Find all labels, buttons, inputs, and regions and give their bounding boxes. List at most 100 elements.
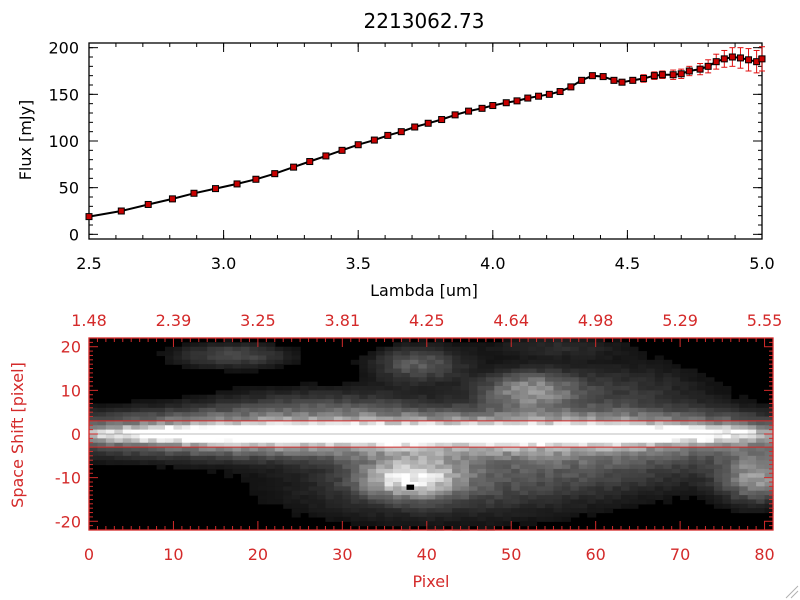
heatmap-cell — [165, 351, 175, 357]
heatmap-cell — [308, 468, 318, 474]
heatmap-cell — [528, 473, 538, 479]
chart-title: 2213062.73 — [364, 9, 485, 33]
heatmap-cell — [460, 495, 470, 501]
heatmap-cell — [283, 482, 293, 487]
heatmap-cell — [528, 420, 538, 426]
heatmap-cell — [578, 338, 588, 343]
heatmap-cell — [249, 355, 259, 361]
heatmap-cell — [756, 412, 766, 418]
heatmap-cell — [528, 521, 538, 527]
heatmap-cell — [190, 399, 200, 405]
heatmap-cell — [485, 455, 495, 461]
heatmap-cell — [435, 512, 445, 518]
heatmap-cell — [367, 355, 377, 361]
spectrum-data-point — [556, 88, 564, 96]
heatmap-cell — [561, 447, 571, 453]
heatmap-cell — [393, 508, 403, 514]
heatmap-cell — [452, 525, 462, 531]
heatmap-cell — [443, 434, 453, 439]
heatmap-cell — [291, 407, 301, 413]
heatmap-cell — [266, 416, 276, 422]
heatmap-cell — [519, 351, 529, 357]
heatmap-cell — [654, 490, 664, 496]
heatmap-cell — [494, 355, 504, 361]
heatmap-cell — [604, 403, 614, 409]
heatmap-cell — [443, 473, 453, 479]
heatmap-cell — [646, 438, 656, 444]
heatmap-cell — [477, 525, 487, 531]
heatmap-cell — [317, 460, 327, 466]
heatmap-cell — [680, 420, 690, 426]
heatmap-cell — [215, 425, 225, 431]
heatmap-cell — [595, 407, 605, 413]
heatmap-cell — [384, 429, 394, 435]
heatmap-cell — [756, 429, 766, 435]
heatmap-cell — [325, 407, 335, 413]
heatmap-cell — [519, 508, 529, 514]
spectrum-x-axis-label: Lambda [um] — [370, 281, 478, 300]
heatmap-cell — [747, 412, 757, 418]
heatmap-cell — [350, 420, 360, 426]
heatmap-cell — [452, 486, 462, 492]
heatmap-cell — [426, 468, 436, 474]
heatmap-cell — [764, 420, 774, 426]
heatmap-cell — [232, 355, 242, 361]
heatmap-cell — [249, 368, 259, 374]
heatmap-cell — [663, 482, 673, 487]
heatmap-cell — [713, 434, 723, 439]
heatmap-cell — [359, 403, 369, 409]
heatmap-cell — [578, 499, 588, 505]
heatmap-cell — [477, 429, 487, 435]
heatmap-cell — [739, 464, 749, 470]
heatmap-cell — [722, 499, 732, 505]
heatmap-cell — [139, 434, 149, 439]
heatmap-cell — [232, 342, 242, 348]
heatmap-cell — [401, 464, 411, 470]
heatmap-cell — [637, 460, 647, 466]
heatmap-cell — [637, 351, 647, 357]
heatmap-cell — [384, 464, 394, 470]
heatmap-cell — [612, 364, 622, 370]
heatmap-cell — [156, 399, 166, 405]
heatmap-cell — [317, 425, 327, 431]
heatmap-cell — [697, 381, 707, 387]
heatmap-cell — [747, 486, 757, 492]
spectrum-data-point — [271, 170, 279, 178]
heatmap-cell — [578, 390, 588, 396]
heatmap-cell — [232, 460, 242, 466]
heatmap-cell — [435, 434, 445, 439]
heatmap-tick-labels: 0 10 20 30 40 50 60 70 801.48 2.39 3.25 3.81 4.25 4.6… — [55, 311, 783, 564]
heatmap-cell — [621, 381, 631, 387]
heatmap-cell — [384, 516, 394, 522]
heatmap-cell — [705, 468, 715, 474]
heatmap-cell — [646, 486, 656, 492]
heatmap-cell — [469, 390, 479, 396]
heatmap-cell — [621, 499, 631, 505]
heatmap-cell — [612, 377, 622, 383]
heatmap-cell — [553, 468, 563, 474]
heatmap-cell — [249, 442, 259, 448]
heatmap-y-tick-label: 10 — [61, 381, 81, 400]
heatmap-cell — [663, 451, 673, 457]
heatmap-cell — [688, 368, 698, 374]
heatmap-cell — [680, 490, 690, 496]
heatmap-cell — [114, 434, 124, 439]
heatmap-cell — [452, 451, 462, 457]
heatmap-cell — [333, 508, 343, 514]
heatmap-cell — [333, 512, 343, 518]
heatmap-cell — [131, 429, 141, 435]
heatmap-cell — [705, 416, 715, 422]
heatmap-cell — [418, 407, 428, 413]
heatmap-cell — [232, 403, 242, 409]
resize-grip-icon[interactable] — [785, 585, 799, 599]
heatmap-cell — [536, 508, 546, 514]
heatmap-cell — [680, 464, 690, 470]
heatmap-cell — [713, 407, 723, 413]
heatmap-cell — [131, 420, 141, 426]
heatmap-cell — [460, 368, 470, 374]
heatmap-cell — [604, 473, 614, 479]
heatmap-cell — [485, 460, 495, 466]
heatmap-cell — [688, 482, 698, 487]
heatmap-cell — [241, 468, 251, 474]
